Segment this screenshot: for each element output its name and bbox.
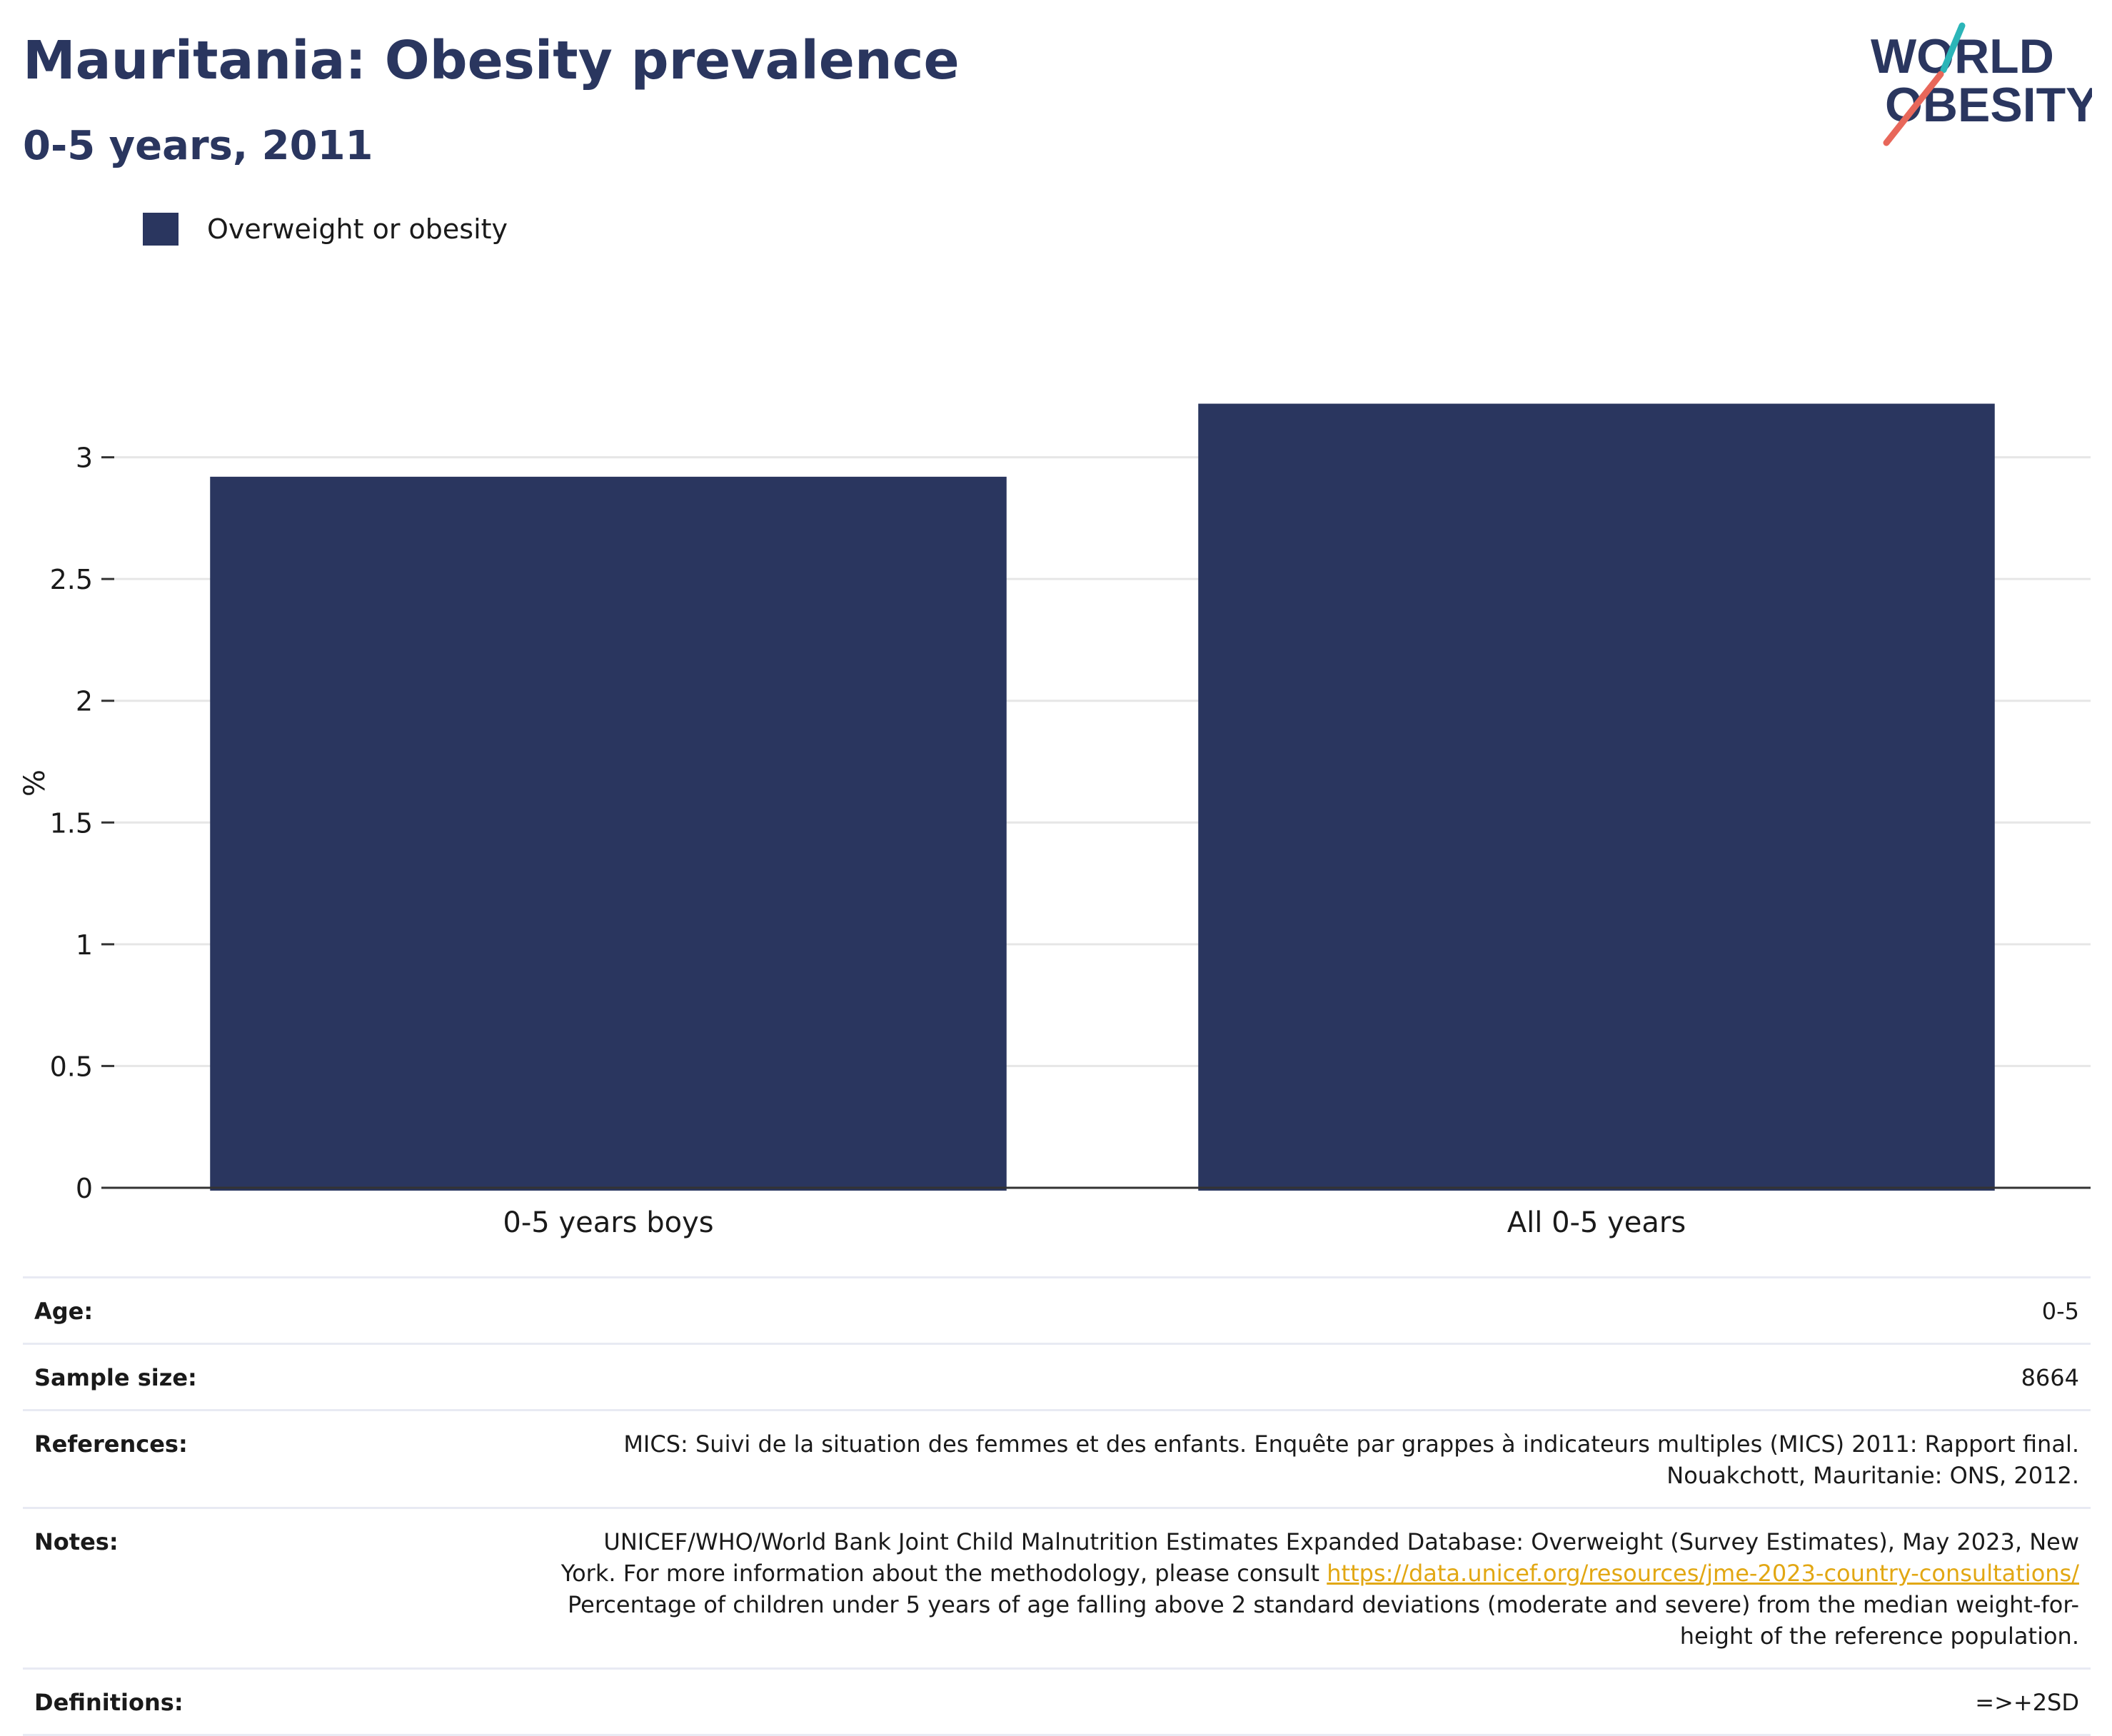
meta-row-references: References: MICS: Suivi de la situation …	[23, 1409, 2091, 1507]
y-tick-label: 3	[76, 443, 93, 474]
y-tick-label: 1.5	[50, 807, 93, 839]
meta-key-sample-size: Sample size:	[34, 1364, 197, 1391]
metadata-table: Age: 0-5 Sample size: 8664 References: M…	[23, 1276, 2091, 1736]
meta-row-age: Age: 0-5	[23, 1276, 2091, 1343]
world-obesity-logo: WORLD OBESITY	[1871, 22, 2092, 146]
notes-methodology-link[interactable]: https://data.unicef.org/resources/jme-20…	[1327, 1560, 2079, 1587]
bar-chart: 0 0.5 1 1.5 2 2.5 3% 0-5 years boys All 0-5 year…	[19, 403, 2091, 1239]
meta-val-age: 0-5	[2041, 1298, 2079, 1325]
meta-val-sample-size: 8664	[2021, 1364, 2079, 1391]
legend-label: Overweight or obesity	[207, 213, 508, 245]
y-tick-label: 0.5	[50, 1051, 93, 1082]
bar	[1198, 403, 1995, 1191]
references-line-1: MICS: Suivi de la situation des femmes e…	[623, 1430, 2079, 1458]
notes-line-4: height of the reference population.	[1679, 1623, 2079, 1650]
meta-val-references: MICS: Suivi de la situation des femmes e…	[277, 1428, 2079, 1491]
logo-slash-teal	[1940, 22, 1966, 74]
y-tick-label: 2.5	[50, 564, 93, 595]
meta-row-sample-size: Sample size: 8664	[23, 1343, 2091, 1409]
page-title: Mauritania: Obesity prevalence	[23, 30, 960, 91]
y-tick-label: 0	[76, 1173, 93, 1204]
page-subtitle: 0-5 years, 2011	[23, 123, 373, 169]
meta-row-notes: Notes: UNICEF/WHO/World Bank Joint Child…	[23, 1507, 2091, 1667]
notes-line-3: Percentage of children under 5 years of …	[568, 1591, 2079, 1618]
meta-key-definitions: Definitions:	[34, 1689, 183, 1716]
chart-legend: Overweight or obesity	[143, 213, 508, 246]
logo-slash-coral	[1883, 71, 1944, 146]
bar	[210, 476, 1007, 1191]
references-line-2: Nouakchott, Mauritanie: ONS, 2012.	[1666, 1462, 2079, 1489]
meta-key-age: Age:	[34, 1298, 94, 1325]
meta-key-notes: Notes:	[34, 1528, 119, 1555]
logo-word-line1: WORLD	[1871, 29, 2054, 84]
notes-line-2-prefix: York. For more information about the met…	[560, 1560, 1327, 1587]
notes-line-1: UNICEF/WHO/World Bank Joint Child Malnut…	[603, 1528, 2079, 1555]
meta-row-definitions: Definitions: =>+2SD	[23, 1667, 2091, 1736]
meta-val-notes: UNICEF/WHO/World Bank Joint Child Malnut…	[277, 1526, 2079, 1652]
x-tick-label: All 0-5 years	[1507, 1206, 1686, 1239]
y-tick-label: 2	[76, 686, 93, 717]
x-tick-label: 0-5 years boys	[503, 1206, 713, 1239]
meta-val-definitions: =>+2SD	[1975, 1689, 2079, 1716]
y-axis-label: %	[19, 769, 51, 797]
y-tick-label: 1	[76, 929, 93, 961]
legend-swatch	[143, 213, 178, 246]
meta-key-references: References:	[34, 1430, 188, 1458]
